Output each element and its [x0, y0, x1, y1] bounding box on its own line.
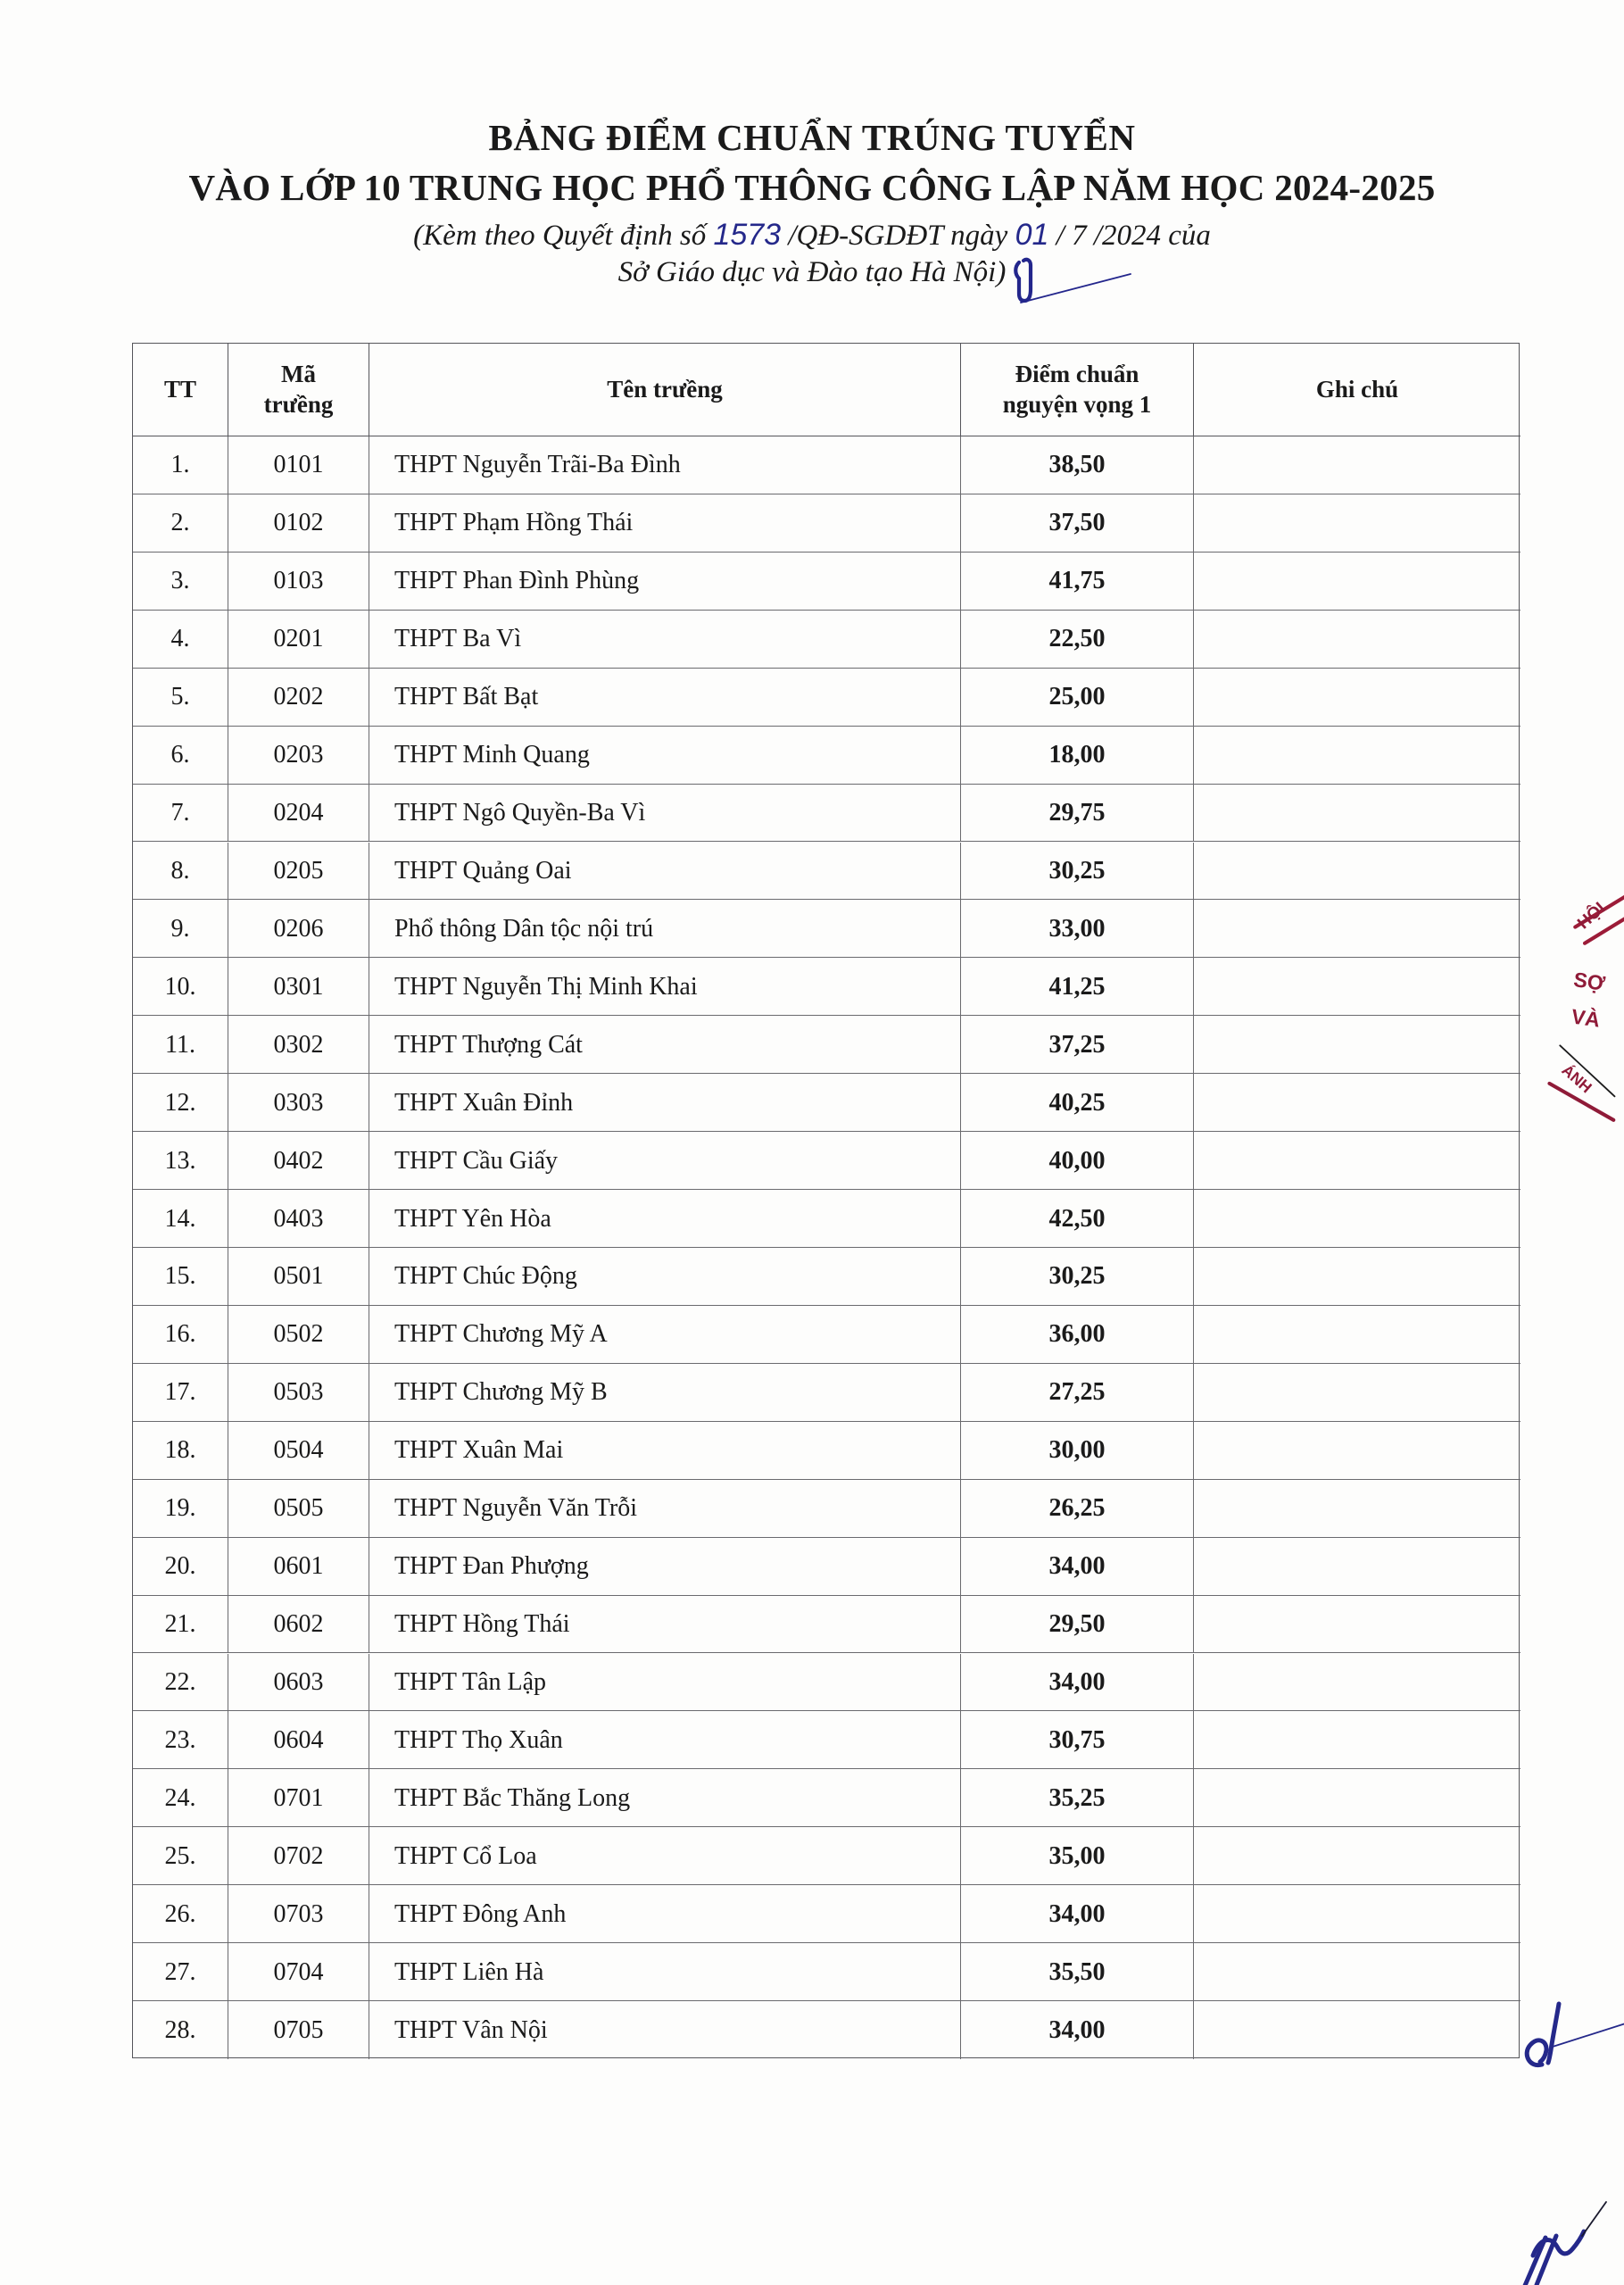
svg-text:HỘI: HỘI	[1573, 898, 1609, 933]
svg-text:SỢ: SỢ	[1572, 968, 1607, 995]
svg-text:VÀ: VÀ	[1570, 1004, 1602, 1032]
